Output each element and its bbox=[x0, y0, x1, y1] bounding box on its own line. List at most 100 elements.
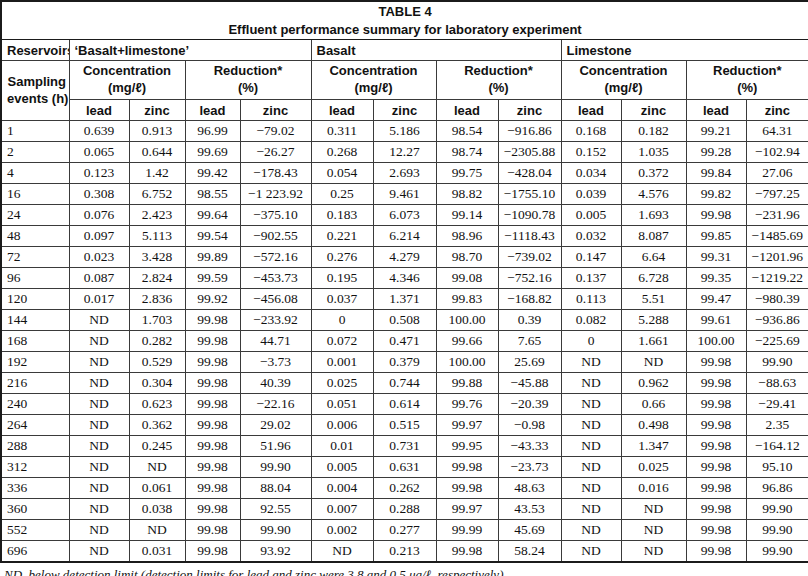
cell-value: 99.98 bbox=[686, 520, 746, 541]
cell-value: 58.24 bbox=[498, 541, 561, 563]
table-row: 312NDND99.9899.900.0050.63199.98−23.73ND… bbox=[1, 457, 808, 478]
cell-value: 99.90 bbox=[240, 457, 311, 478]
cell-value: 25.69 bbox=[498, 352, 561, 373]
cell-value: 8.087 bbox=[621, 226, 686, 247]
cell-value: −902.55 bbox=[240, 226, 311, 247]
cell-value: 0.39 bbox=[498, 310, 561, 331]
cell-value: 0.032 bbox=[561, 226, 621, 247]
cell-value: ND bbox=[561, 373, 621, 394]
cell-value: 2.423 bbox=[129, 205, 185, 226]
cell-value: ND bbox=[561, 352, 621, 373]
group-header-row: Reservoirs ‘Basalt+limestone’ Basalt Lim… bbox=[1, 40, 808, 61]
cell-sampling-hour: 4 bbox=[1, 163, 69, 184]
cell-value: ND bbox=[69, 478, 129, 499]
cell-value: 100.00 bbox=[436, 310, 498, 331]
cell-value: 100.00 bbox=[686, 331, 746, 352]
cell-value: −572.16 bbox=[240, 247, 311, 268]
cell-value: ND bbox=[69, 520, 129, 541]
cell-value: ND bbox=[561, 499, 621, 520]
cell-value: ND bbox=[621, 352, 686, 373]
cell-value: 99.21 bbox=[686, 121, 746, 142]
table-row: 144ND1.70399.98−233.9200.508100.000.390.… bbox=[1, 310, 808, 331]
cell-sampling-hour: 120 bbox=[1, 289, 69, 310]
concentration-header-1: Concentration (mg/ℓ) bbox=[69, 61, 185, 100]
cell-value: 99.69 bbox=[185, 142, 240, 163]
cell-value: 0.002 bbox=[311, 520, 373, 541]
cell-value: 0.004 bbox=[311, 478, 373, 499]
table-row: 360ND0.03899.9892.550.0070.28899.9743.53… bbox=[1, 499, 808, 520]
cell-value: 6.752 bbox=[129, 184, 185, 205]
cell-value: −1118.43 bbox=[498, 226, 561, 247]
table-4-sheet: TABLE 4 Effluent performance summary for… bbox=[0, 0, 808, 576]
cell-value: −231.96 bbox=[746, 205, 808, 226]
cell-value: 2.693 bbox=[373, 163, 436, 184]
cell-value: ND bbox=[561, 520, 621, 541]
cell-value: −29.41 bbox=[746, 394, 808, 415]
cell-value: 4.279 bbox=[373, 247, 436, 268]
cell-value: −26.27 bbox=[240, 142, 311, 163]
cell-value: 0.113 bbox=[561, 289, 621, 310]
table-row: 160.3086.75298.55−1 223.920.259.46198.82… bbox=[1, 184, 808, 205]
cell-sampling-hour: 696 bbox=[1, 541, 69, 563]
cell-value: 99.75 bbox=[436, 163, 498, 184]
cell-value: 12.27 bbox=[373, 142, 436, 163]
title-row: TABLE 4 Effluent performance summary for… bbox=[1, 1, 808, 40]
cell-value: 0.087 bbox=[69, 268, 129, 289]
cell-value: 43.53 bbox=[498, 499, 561, 520]
cell-value: 0.308 bbox=[69, 184, 129, 205]
cell-value: 99.98 bbox=[185, 394, 240, 415]
cell-value: −3.73 bbox=[240, 352, 311, 373]
cell-value: 99.90 bbox=[746, 520, 808, 541]
cell-value: 99.59 bbox=[185, 268, 240, 289]
table-row: 336ND0.06199.9888.040.0040.26299.9848.63… bbox=[1, 478, 808, 499]
cell-value: 0.644 bbox=[129, 142, 185, 163]
cell-value: 99.89 bbox=[185, 247, 240, 268]
cell-value: 0.183 bbox=[311, 205, 373, 226]
cell-value: 99.82 bbox=[686, 184, 746, 205]
cell-value: −980.39 bbox=[746, 289, 808, 310]
cell-value: ND bbox=[621, 499, 686, 520]
cell-value: 2.824 bbox=[129, 268, 185, 289]
cell-value: 99.98 bbox=[686, 541, 746, 563]
cell-value: ND bbox=[69, 373, 129, 394]
cell-value: −79.02 bbox=[240, 121, 311, 142]
cell-value: 98.82 bbox=[436, 184, 498, 205]
cell-value: −102.94 bbox=[746, 142, 808, 163]
cell-value: 0.039 bbox=[561, 184, 621, 205]
cell-value: 99.64 bbox=[185, 205, 240, 226]
sampling-label-line1: Sampling bbox=[7, 74, 67, 91]
cell-value: 1.371 bbox=[373, 289, 436, 310]
cell-value: 0.061 bbox=[129, 478, 185, 499]
cell-value: 0.097 bbox=[69, 226, 129, 247]
cell-value: ND bbox=[129, 520, 185, 541]
cell-value: 0.304 bbox=[129, 373, 185, 394]
table-row: 720.0233.42899.89−572.160.2764.27998.70−… bbox=[1, 247, 808, 268]
cell-value: 99.42 bbox=[185, 163, 240, 184]
cell-value: 1.42 bbox=[129, 163, 185, 184]
cell-sampling-hour: 2 bbox=[1, 142, 69, 163]
cell-value: 99.98 bbox=[686, 373, 746, 394]
cell-value: −1219.22 bbox=[746, 268, 808, 289]
cell-value: 0.731 bbox=[373, 436, 436, 457]
table-row: 240.0762.42399.64−375.100.1836.07399.14−… bbox=[1, 205, 808, 226]
cell-value: 99.28 bbox=[686, 142, 746, 163]
cell-value: 99.92 bbox=[185, 289, 240, 310]
cell-value: 0.245 bbox=[129, 436, 185, 457]
cell-value: ND bbox=[129, 457, 185, 478]
cell-value: 92.55 bbox=[240, 499, 311, 520]
cell-value: 99.88 bbox=[436, 373, 498, 394]
cell-value: −456.08 bbox=[240, 289, 311, 310]
cell-value: 88.04 bbox=[240, 478, 311, 499]
cell-value: 99.98 bbox=[686, 457, 746, 478]
cell-value: 99.90 bbox=[240, 520, 311, 541]
cell-value: 0.311 bbox=[311, 121, 373, 142]
cell-value: 0.137 bbox=[561, 268, 621, 289]
cell-value: 0.25 bbox=[311, 184, 373, 205]
cell-sampling-hour: 312 bbox=[1, 457, 69, 478]
cell-value: −797.25 bbox=[746, 184, 808, 205]
cell-value: 5.113 bbox=[129, 226, 185, 247]
concentration-header-3: Concentration (mg/ℓ) bbox=[561, 61, 686, 100]
cell-value: 0.631 bbox=[373, 457, 436, 478]
table-row: 480.0975.11399.54−902.550.2216.21498.96−… bbox=[1, 226, 808, 247]
cell-value: −225.69 bbox=[746, 331, 808, 352]
